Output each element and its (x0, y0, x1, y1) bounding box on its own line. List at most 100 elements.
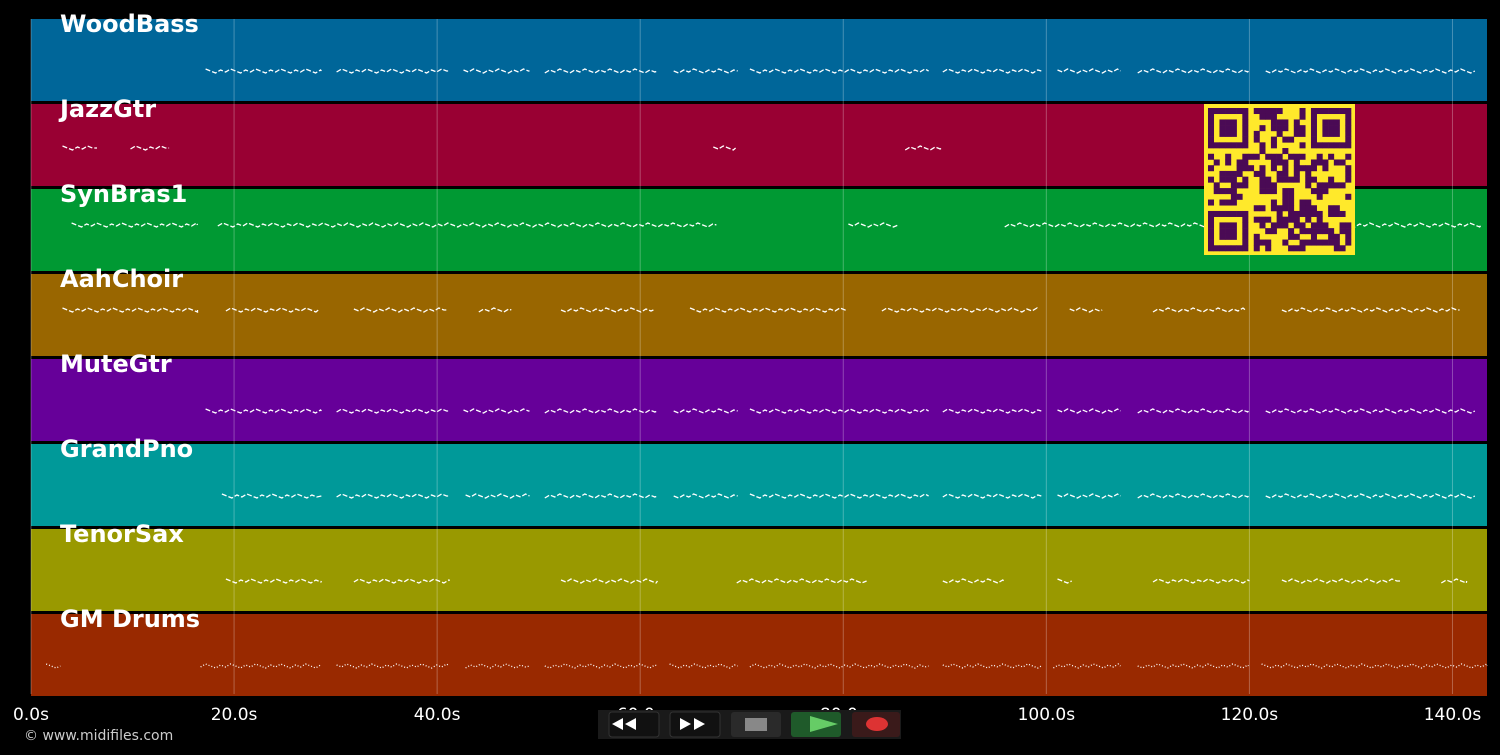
qr-module (1288, 216, 1295, 223)
track-name: SynBras1 (60, 180, 187, 208)
qr-module (1322, 239, 1329, 246)
qr-module (1328, 142, 1335, 149)
qr-module (1288, 193, 1295, 200)
qr-module (1345, 119, 1352, 126)
note-run (1137, 663, 1249, 669)
qr-module (1276, 210, 1283, 217)
qr-module (1213, 210, 1220, 217)
note-run (942, 408, 1042, 414)
qr-module (1328, 125, 1335, 132)
qr-module (1225, 142, 1232, 149)
qr-module (1333, 210, 1340, 217)
track-lane (31, 529, 1487, 611)
qr-module (1288, 153, 1295, 160)
note-run (225, 578, 322, 584)
qr-module (1242, 216, 1249, 223)
qr-module (1322, 182, 1329, 189)
qr-module (1219, 170, 1226, 177)
qr-module (1242, 108, 1249, 115)
note-run (942, 493, 1042, 499)
record-button[interactable] (852, 712, 900, 737)
qr-module (1282, 165, 1289, 172)
qr-module (1230, 245, 1237, 252)
qr-module (1265, 108, 1272, 115)
qr-module (1242, 182, 1249, 189)
qr-module (1333, 233, 1340, 240)
qr-module (1316, 153, 1323, 160)
stop-button[interactable] (731, 712, 781, 737)
qr-module (1219, 228, 1226, 235)
qr-module (1305, 239, 1312, 246)
qr-module (1253, 130, 1260, 137)
qr-module (1310, 176, 1317, 183)
note-run (336, 663, 450, 669)
play-button[interactable] (791, 712, 841, 737)
note-run (62, 145, 97, 151)
note-run (1137, 493, 1249, 499)
note-run (1265, 408, 1476, 414)
qr-module (1219, 199, 1226, 206)
qr-module (1225, 153, 1232, 160)
track-name: JazzGtr (58, 95, 156, 123)
qr-module (1339, 210, 1346, 217)
qr-module (1242, 210, 1249, 217)
qr-module (1299, 239, 1306, 246)
qr-module (1310, 136, 1317, 143)
qr-module (1305, 165, 1312, 172)
qr-module (1339, 108, 1346, 115)
rewind-button[interactable] (608, 711, 660, 738)
qr-module (1208, 113, 1215, 120)
qr-module (1299, 125, 1306, 132)
qr-module (1253, 153, 1260, 160)
qr-module (1225, 130, 1232, 137)
qr-module (1270, 228, 1277, 235)
qr-module (1316, 142, 1323, 149)
track-name: AahChoir (60, 265, 183, 293)
qr-module (1282, 193, 1289, 200)
qr-module (1282, 205, 1289, 212)
qr-module (1236, 193, 1243, 200)
qr-module (1282, 188, 1289, 195)
x-tick-label: 140.0s (1424, 705, 1482, 725)
qr-module (1230, 199, 1237, 206)
note-run (1281, 307, 1460, 313)
qr-module (1225, 222, 1232, 229)
qr-module (1265, 188, 1272, 195)
qr-module (1305, 199, 1312, 206)
qr-module (1208, 245, 1215, 252)
note-run (71, 222, 199, 228)
note-run (673, 68, 738, 74)
forward-button[interactable] (669, 711, 721, 738)
note-run (353, 578, 450, 584)
qr-module (1265, 153, 1272, 160)
qr-module (1328, 210, 1335, 217)
qr-module (1299, 165, 1306, 172)
qr-module (1259, 125, 1266, 132)
qr-module (1339, 228, 1346, 235)
qr-module (1310, 119, 1317, 126)
qr-module (1328, 205, 1335, 212)
note-run (1057, 493, 1121, 499)
qr-module (1259, 216, 1266, 223)
qr-module (1293, 216, 1300, 223)
qr-module (1305, 205, 1312, 212)
qr-module (1293, 165, 1300, 172)
qr-module (1219, 125, 1226, 132)
qr-module (1322, 125, 1329, 132)
qr-module (1259, 176, 1266, 183)
qr-module (1288, 136, 1295, 143)
qr-module (1276, 216, 1283, 223)
note-run (749, 493, 929, 499)
note-run (200, 663, 322, 669)
track-name: TenorSax (60, 520, 184, 548)
qr-module (1299, 228, 1306, 235)
qr-module (1339, 245, 1346, 252)
qr-module (1270, 153, 1277, 160)
qr-module (1270, 159, 1277, 166)
note-run (1265, 68, 1476, 74)
qr-module (1265, 113, 1272, 120)
qr-module (1276, 119, 1283, 126)
qr-module (1276, 205, 1283, 212)
qr-module (1345, 228, 1352, 235)
qr-module (1276, 170, 1283, 177)
